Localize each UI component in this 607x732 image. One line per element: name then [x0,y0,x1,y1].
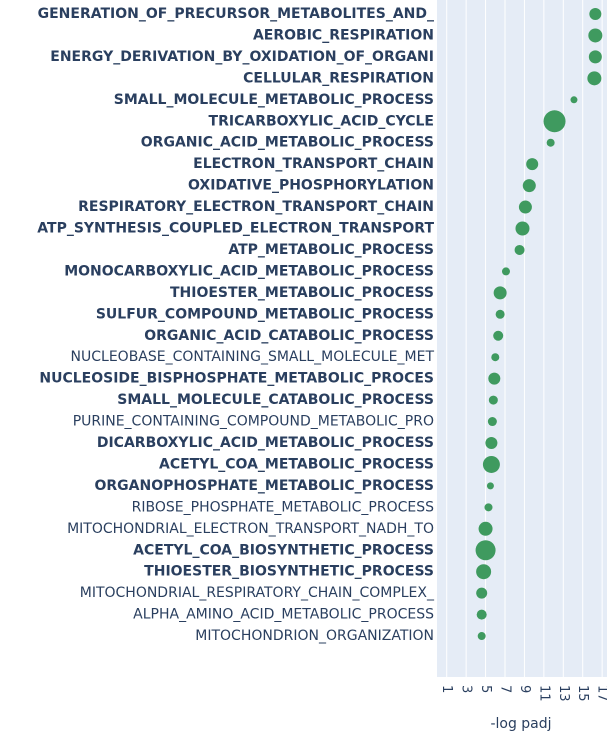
data-point [485,437,498,449]
plot-background [437,0,607,677]
data-point [588,50,602,64]
y-tick-label: SMALL_MOLECULE_METABOLIC_PROCESS [114,92,434,108]
data-point [486,482,494,490]
y-tick-label: ENERGY_DERIVATION_BY_OXIDATION_OF_ORGANI [50,49,434,65]
x-axis-ticks: 1 3 5 7 9 11 13 15 17 [439,685,607,702]
x-tick-label: 3 [459,685,474,693]
y-tick-label: ACETYL_COA_BIOSYNTHETIC_PROCESS [133,542,434,558]
y-tick-label: SULFUR_COMPOUND_METABOLIC_PROCESS [96,306,434,322]
data-point [482,455,500,473]
y-tick-label: ATP_SYNTHESIS_COUPLED_ELECTRON_TRANSPORT [37,221,434,237]
x-tick-label: 13 [556,685,571,702]
y-tick-label: RESPIRATORY_ELECTRON_TRANSPORT_CHAIN [78,199,434,215]
y-tick-label: ELECTRON_TRANSPORT_CHAIN [193,156,434,172]
data-point [487,417,497,427]
data-point [543,110,566,133]
y-tick-label: MITOCHONDRIAL_RESPIRATORY_CHAIN_COMPLEX_ [80,585,435,601]
data-point [477,632,486,641]
x-tick-label: 17 [595,685,607,702]
y-tick-label: ORGANIC_ACID_METABOLIC_PROCESS [141,135,434,151]
y-tick-label: ORGANOPHOSPHATE_METABOLIC_PROCESS [94,478,434,494]
x-tick-label: 7 [498,685,513,693]
data-point [475,540,496,561]
data-point [587,71,602,86]
data-point [546,138,555,147]
data-point [476,564,492,580]
y-tick-label: ALPHA_AMINO_ACID_METABOLIC_PROCESS [133,607,434,623]
data-point [522,179,536,193]
data-point [495,309,505,319]
x-tick-label: 5 [478,685,493,693]
y-tick-label: SMALL_MOLECULE_CATABOLIC_PROCESS [117,392,434,408]
y-tick-label: DICARBOXYLIC_ACID_METABOLIC_PROCESS [97,435,434,451]
y-tick-label: MONOCARBOXYLIC_ACID_METABOLIC_PROCESS [64,263,434,279]
y-axis-labels: GENERATION_OF_PRECURSOR_METABOLITES_AND_… [37,6,435,644]
y-tick-label: OXIDATIVE_PHOSPHORYLATION [188,178,434,194]
y-tick-label: PURINE_CONTAINING_COMPOUND_METABOLIC_PRO [73,414,434,430]
y-tick-label: NUCLEOSIDE_BISPHOSPHATE_METABOLIC_PROCES [39,371,434,387]
y-tick-label: CELLULAR_RESPIRATION [243,70,434,86]
y-tick-label: NUCLEOBASE_CONTAINING_SMALL_MOLECULE_MET [71,349,435,365]
y-tick-label: ORGANIC_ACID_CATABOLIC_PROCESS [144,328,434,344]
y-tick-label: ACETYL_COA_METABOLIC_PROCESS [159,456,434,472]
y-tick-label: TRICARBOXYLIC_ACID_CYCLE [209,113,434,129]
data-point [488,395,498,405]
data-point [476,609,487,620]
y-tick-label: AEROBIC_RESPIRATION [253,27,434,43]
data-point [518,200,532,214]
data-markers [475,8,603,641]
data-point [493,330,504,341]
x-tick-label: 9 [517,685,532,693]
y-tick-label: RIBOSE_PHOSPHATE_METABOLIC_PROCESS [132,499,434,515]
y-tick-label: MITOCHONDRIAL_ELECTRON_TRANSPORT_NADH_TO [67,521,434,537]
x-axis-title: -log padj [490,716,551,732]
data-point [514,244,525,255]
data-point [526,158,539,171]
data-point [488,372,501,385]
data-point [589,8,602,20]
data-point [588,28,603,43]
data-point [484,503,493,512]
x-tick-label: 11 [536,685,551,702]
x-tick-label: 15 [575,685,590,702]
y-tick-label: THIOESTER_BIOSYNTHETIC_PROCESS [144,564,434,580]
y-tick-label: GENERATION_OF_PRECURSOR_METABOLITES_AND_ [38,6,434,22]
data-point [493,286,507,300]
data-point [515,221,530,236]
y-tick-label: THIOESTER_METABOLIC_PROCESS [170,285,434,301]
x-tick-label: 1 [439,685,454,693]
y-tick-label: MITOCHONDRION_ORGANIZATION [195,628,434,644]
data-point [491,353,500,362]
data-point [501,267,510,276]
y-tick-label: ATP_METABOLIC_PROCESS [228,242,434,258]
data-point [476,587,488,599]
data-point [570,96,578,104]
data-point [478,521,493,536]
x-gridlines [446,0,603,677]
